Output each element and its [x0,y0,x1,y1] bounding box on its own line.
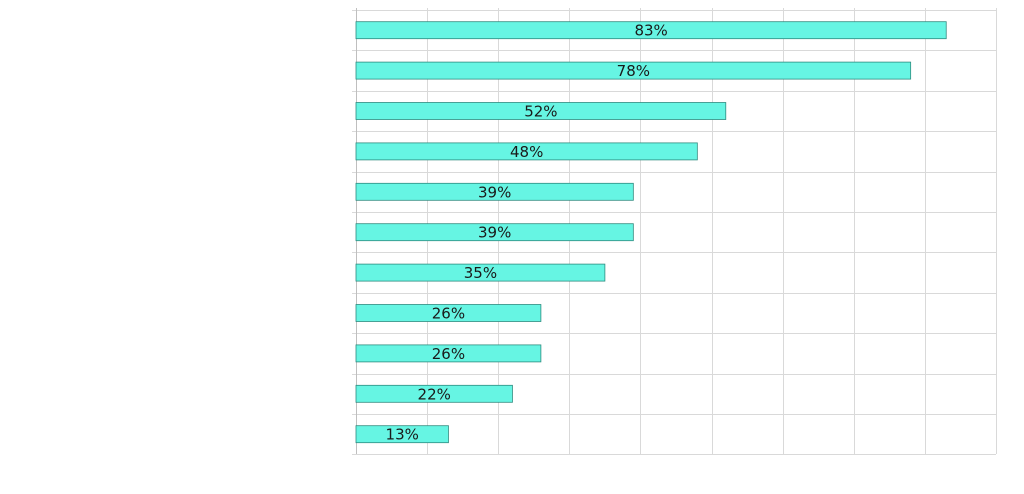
bar-value-label: 26% [432,345,465,363]
bar [355,21,947,40]
bar [355,344,542,363]
bar [355,223,634,242]
bar-value-label: 13% [386,426,419,444]
bar-value-label: 83% [634,22,667,40]
bar [355,61,912,80]
bar-value-label: 39% [478,183,511,201]
bar-value-label: 78% [617,62,650,80]
bar [355,142,698,161]
bar [355,384,513,403]
bar-layer [355,21,947,444]
bar [355,182,634,201]
bar [355,425,449,444]
bar-value-label: 26% [432,305,465,323]
bar [355,304,542,322]
bar-value-label: 39% [478,224,511,242]
bar-value-label: 52% [524,103,557,121]
label-layer: 83% 78% 52% 48% 39% 39% 35% 26% 26% 22% 13% [386,22,668,444]
bar-value-label: 35% [464,264,497,282]
bar-value-label: 22% [418,385,451,403]
bar-value-label: 48% [510,143,543,161]
bar [355,102,727,120]
grid-layer [352,8,997,455]
bar [355,263,606,282]
